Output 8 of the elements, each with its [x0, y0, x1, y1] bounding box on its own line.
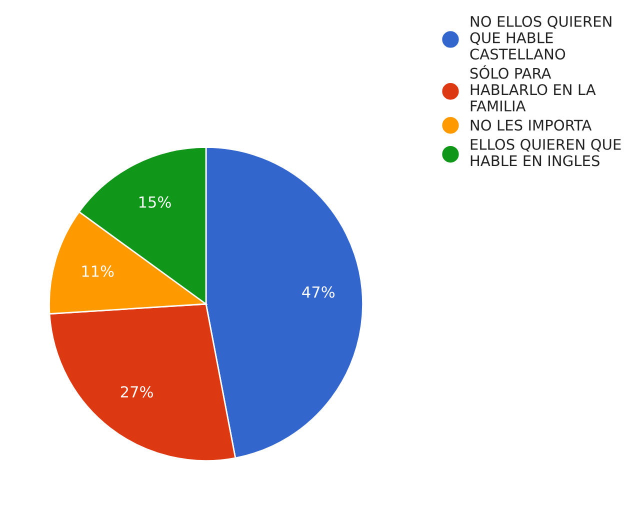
legend-label: ELLOS QUIEREN QUE HABLE EN INGLES: [470, 138, 621, 166]
data-label: 27%: [120, 386, 153, 398]
legend-label: NO LES IMPORTA: [470, 120, 592, 131]
legend-label: SÓLO PARA HABLARLO EN LA FAMILIA: [470, 65, 596, 112]
data-label: 47%: [302, 286, 335, 298]
legend-label: NO ELLOS QUIEREN QUE HABLE CASTELLANO: [470, 16, 612, 60]
data-label: 11%: [82, 265, 114, 277]
data-label: 15%: [139, 196, 171, 208]
